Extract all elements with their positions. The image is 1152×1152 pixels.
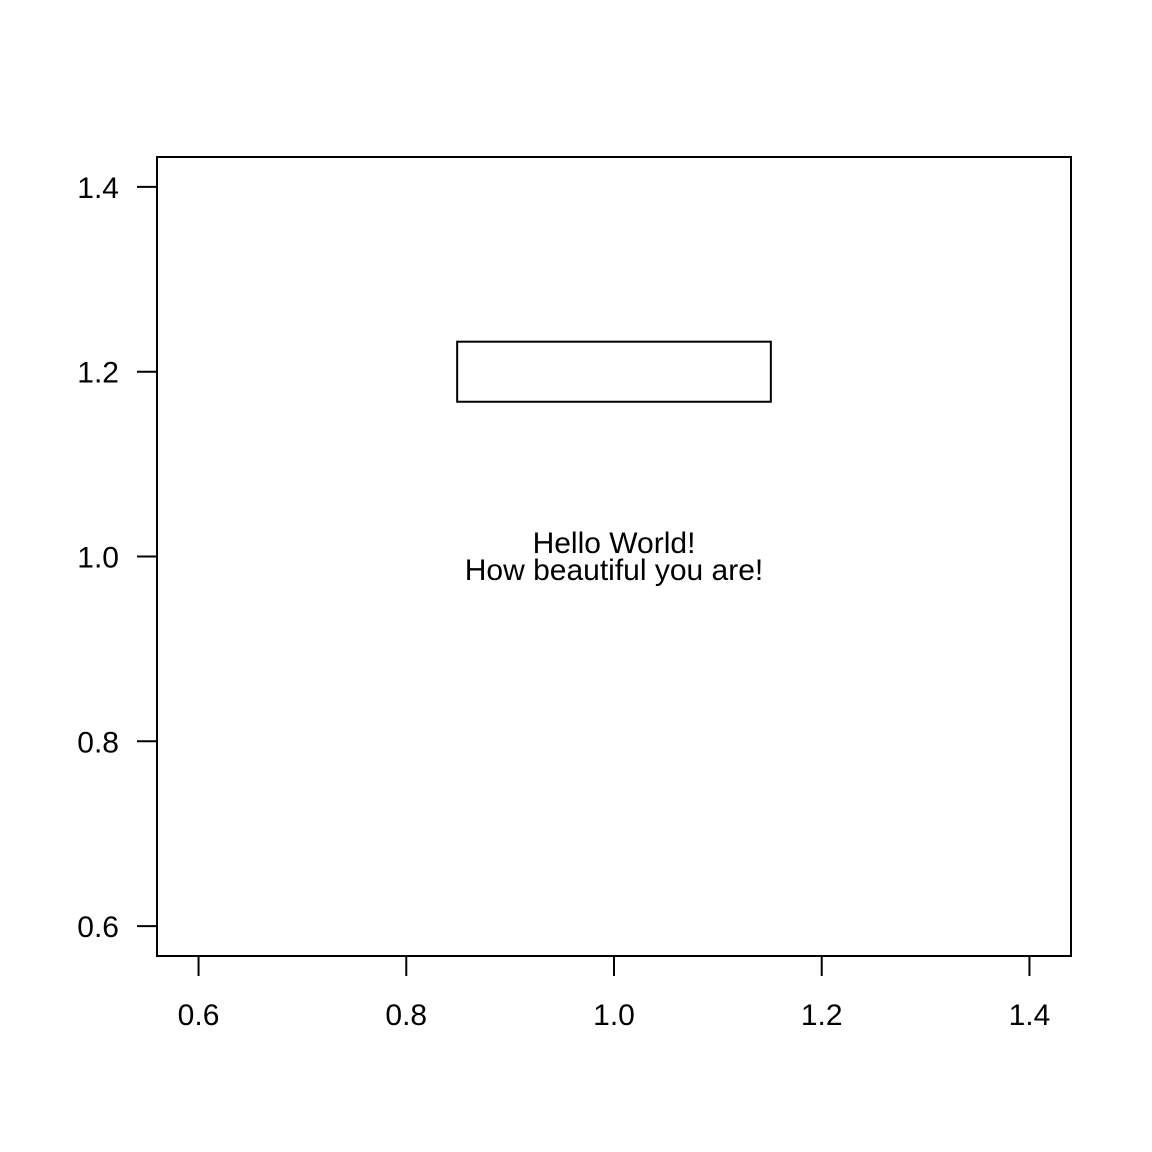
y-axis: 0.6 0.8 1.0 1.2 1.4 bbox=[77, 172, 158, 944]
annotation-text-line: How beautiful you are! bbox=[465, 554, 764, 587]
annotation-rect bbox=[456, 340, 772, 403]
x-tick-label: 0.8 bbox=[385, 999, 427, 1032]
x-tick-label: 1.0 bbox=[593, 999, 635, 1032]
y-tick-label: 1.2 bbox=[77, 357, 119, 390]
y-tick-label: 1.4 bbox=[77, 172, 119, 205]
x-tick-label: 1.2 bbox=[801, 999, 843, 1032]
x-axis: 0.6 0.8 1.0 1.2 1.4 bbox=[178, 955, 1051, 1032]
y-tick-label: 0.8 bbox=[77, 726, 119, 759]
x-tick-label: 0.6 bbox=[178, 999, 220, 1032]
annotations: Hello World!How beautiful you are! bbox=[456, 340, 772, 587]
y-tick-label: 1.0 bbox=[77, 542, 119, 575]
x-tick-label: 1.4 bbox=[1009, 999, 1051, 1032]
y-tick-label: 0.6 bbox=[77, 911, 119, 944]
annotation-text-line: Hello World! bbox=[533, 527, 696, 560]
